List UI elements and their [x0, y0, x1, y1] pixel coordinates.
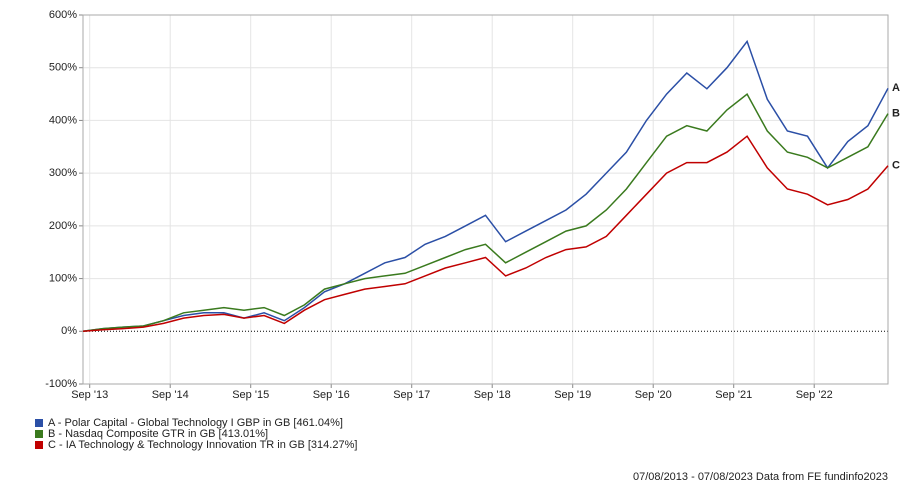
x-tick-label: Sep '18 — [474, 389, 511, 401]
x-tick-label: Sep '13 — [71, 389, 108, 401]
x-tick-label: Sep '14 — [152, 389, 189, 401]
y-tick-label: 200% — [49, 220, 77, 232]
x-tick-label: Sep '19 — [554, 389, 591, 401]
y-tick-label: -100% — [45, 378, 77, 390]
series-line — [82, 39, 889, 333]
legend-swatch — [35, 430, 43, 438]
y-tick-label: 600% — [49, 9, 77, 21]
x-tick-label: Sep '15 — [232, 389, 269, 401]
series-line — [82, 92, 889, 333]
legend-label: C - IA Technology & Technology Innovatio… — [48, 439, 357, 451]
end-label: C — [892, 160, 900, 172]
x-tick-label: Sep '21 — [715, 389, 752, 401]
legend-label: B - Nasdaq Composite GTR in GB [413.01%] — [48, 428, 268, 440]
plot-frame — [82, 14, 889, 385]
legend-swatch — [35, 419, 43, 427]
footer: 07/08/2013 - 07/08/2023 Data from FE fun… — [633, 471, 888, 483]
x-tick-label: Sep '17 — [393, 389, 430, 401]
x-tick-label: Sep '22 — [796, 389, 833, 401]
legend-swatch — [35, 441, 43, 449]
y-tick-label: 500% — [49, 62, 77, 74]
series-line — [82, 135, 889, 333]
x-tick-label: Sep '20 — [635, 389, 672, 401]
y-tick-label: 100% — [49, 272, 77, 284]
y-tick-label: 300% — [49, 167, 77, 179]
x-tick-label: Sep '16 — [313, 389, 350, 401]
y-tick-label: 0% — [61, 325, 77, 337]
end-label: A — [892, 82, 900, 94]
y-tick-label: 400% — [49, 114, 77, 126]
legend-label: A - Polar Capital - Global Technology I … — [48, 417, 343, 429]
end-label: B — [892, 107, 900, 119]
